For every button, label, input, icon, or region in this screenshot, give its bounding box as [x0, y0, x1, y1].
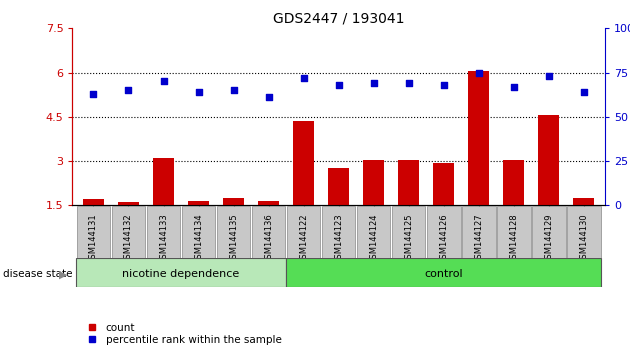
Text: GSM144136: GSM144136 [264, 213, 273, 264]
Point [159, 79, 169, 84]
Text: GSM144130: GSM144130 [580, 213, 588, 264]
Text: GSM144134: GSM144134 [194, 213, 203, 264]
Bar [468, 71, 490, 205]
Text: ▶: ▶ [59, 269, 67, 279]
Text: GSM144122: GSM144122 [299, 213, 308, 264]
FancyBboxPatch shape [147, 206, 180, 258]
FancyBboxPatch shape [357, 206, 391, 258]
Point [263, 95, 273, 100]
Bar [398, 160, 419, 205]
Bar [258, 201, 279, 205]
FancyBboxPatch shape [217, 206, 250, 258]
Bar [83, 199, 104, 205]
FancyBboxPatch shape [252, 206, 285, 258]
FancyBboxPatch shape [286, 258, 601, 287]
Bar [293, 121, 314, 205]
Bar [188, 201, 209, 205]
Text: GSM144132: GSM144132 [124, 213, 133, 264]
FancyBboxPatch shape [462, 206, 496, 258]
FancyBboxPatch shape [567, 206, 600, 258]
Text: GSM144129: GSM144129 [544, 213, 553, 264]
Bar [503, 160, 524, 205]
Bar [573, 198, 594, 205]
Text: GSM144128: GSM144128 [509, 213, 518, 264]
Point [508, 84, 518, 90]
Text: GSM144131: GSM144131 [89, 213, 98, 264]
FancyBboxPatch shape [181, 206, 215, 258]
Point [229, 87, 239, 93]
Text: GSM144135: GSM144135 [229, 213, 238, 264]
Point [369, 80, 379, 86]
Text: GSM144127: GSM144127 [474, 213, 483, 264]
Bar [363, 160, 384, 205]
Point [333, 82, 343, 88]
Text: disease state: disease state [3, 269, 72, 279]
Point [438, 82, 449, 88]
FancyBboxPatch shape [392, 206, 425, 258]
Point [404, 80, 414, 86]
Text: GSM144123: GSM144123 [334, 213, 343, 264]
Bar [328, 169, 349, 205]
Bar [118, 202, 139, 205]
Title: GDS2447 / 193041: GDS2447 / 193041 [273, 12, 404, 26]
Point [579, 89, 589, 95]
Bar [433, 162, 454, 205]
FancyBboxPatch shape [497, 206, 530, 258]
Bar [153, 158, 174, 205]
Point [193, 89, 203, 95]
FancyBboxPatch shape [322, 206, 355, 258]
Text: control: control [425, 269, 463, 279]
Text: GSM144124: GSM144124 [369, 213, 378, 264]
Text: GSM144125: GSM144125 [404, 213, 413, 264]
Text: nicotine dependence: nicotine dependence [122, 269, 239, 279]
Legend: count, percentile rank within the sample: count, percentile rank within the sample [77, 318, 286, 349]
Bar [223, 198, 244, 205]
Point [88, 91, 98, 97]
Text: GSM144126: GSM144126 [439, 213, 448, 264]
Point [299, 75, 309, 81]
Text: GSM144133: GSM144133 [159, 213, 168, 264]
FancyBboxPatch shape [427, 206, 461, 258]
Bar [538, 115, 559, 205]
FancyBboxPatch shape [287, 206, 321, 258]
FancyBboxPatch shape [76, 258, 286, 287]
Point [474, 70, 484, 75]
FancyBboxPatch shape [112, 206, 146, 258]
FancyBboxPatch shape [532, 206, 566, 258]
Point [544, 73, 554, 79]
Point [123, 87, 134, 93]
FancyBboxPatch shape [77, 206, 110, 258]
